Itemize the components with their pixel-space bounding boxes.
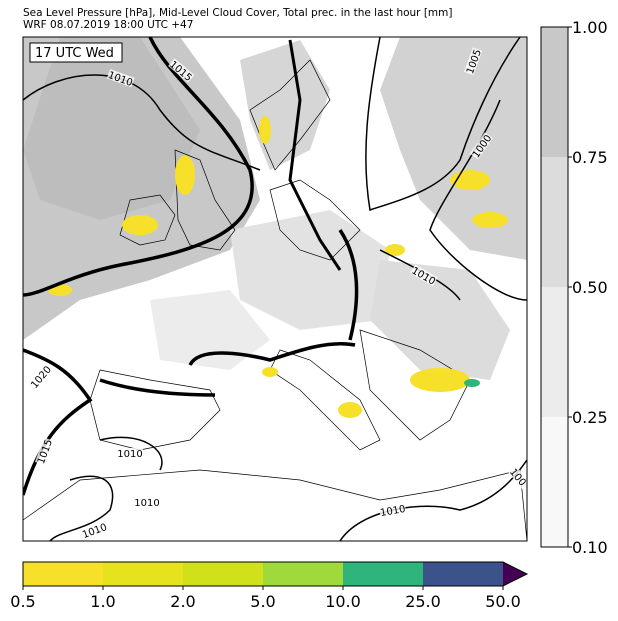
header-line2: WRF 08.07.2019 18:00 UTC +47 [23,19,193,31]
cloud-tick-label: 0.25 [572,408,608,427]
precip-tick-label: 0.5 [10,592,35,611]
isobar-label-bg [28,363,53,390]
cloud-tick-label: 0.75 [572,148,608,167]
precip-color-segment [23,562,103,586]
cloud-tick-label: 0.50 [572,278,608,297]
cloud-tick-label: 0.10 [572,538,608,557]
precip-tick-label: 50.0 [485,592,521,611]
precip-color-segment [343,562,423,586]
precip-tick-label: 1.0 [90,592,115,611]
isobar-label-bg [168,58,195,83]
isobar-label-bg [378,502,407,518]
precip-color-segment [183,562,263,586]
isobar-label: 1010 [379,504,406,519]
isobar-label-bg [106,68,135,88]
isobar-label: 1010 [134,498,159,509]
cloud-color-segment [541,417,568,547]
precip-color-segment [423,562,503,586]
isobar-label-bg [34,437,54,466]
isobar-label-bg [410,264,438,287]
precip-tick-label: 2.0 [170,592,195,611]
cloud-colorbar: 1.00 0.75 0.50 0.25 0.10 [540,18,608,557]
isobar-label-bg [134,497,160,507]
precip-tick-label: 10.0 [325,592,361,611]
isobar-label: 1010 [117,449,142,460]
isobar-label-bg [506,463,527,490]
isobar-label-bg [469,132,493,160]
cloud-tick-label: 1.00 [572,18,608,37]
cloud-color-segment [541,287,568,417]
isobar-label-bg [463,47,483,76]
isobar-label-bg [117,448,143,458]
precip-color-segment [263,562,343,586]
precip-tick-label: 5.0 [250,592,275,611]
precip-color-segment [103,562,183,586]
precip-tick-label: 25.0 [405,592,441,611]
precip-extend-arrow [503,562,527,586]
precip-colorbar: 0.5 1.0 2.0 5.0 10.0 25.0 50.0 [10,561,529,611]
precip-colorbar-frame [22,561,529,587]
header-line1: Sea Level Pressure [hPa], Mid-Level Clou… [23,7,453,19]
cloud-color-segment [541,157,568,287]
isobar-label-bg [80,520,109,540]
cloud-color-segment [541,27,568,157]
time-label: 17 UTC Wed [35,46,114,61]
